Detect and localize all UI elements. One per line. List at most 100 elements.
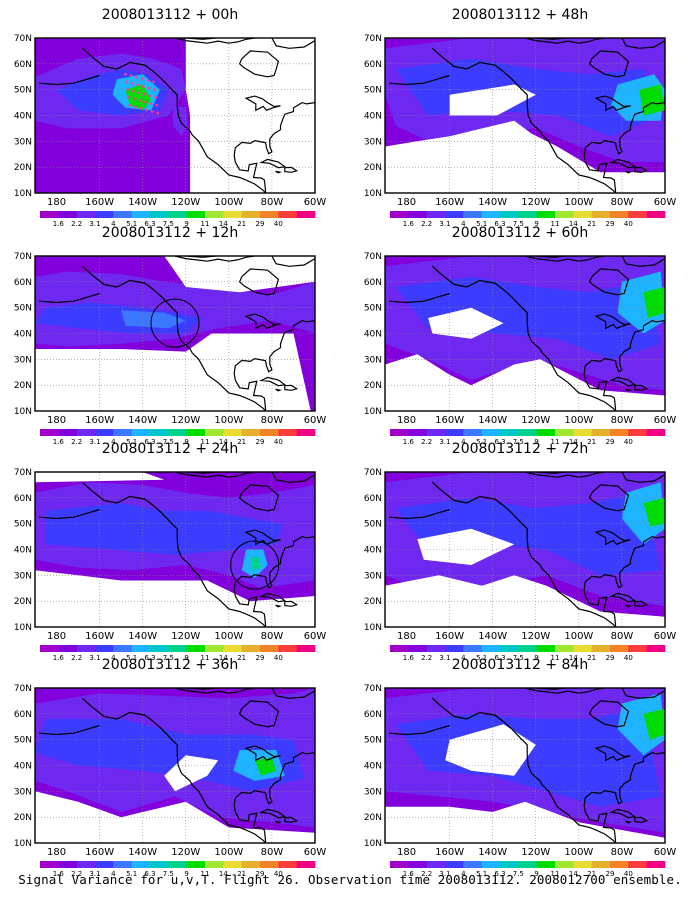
lon-label: 60W — [304, 631, 327, 642]
forecast-panel: 2008013112 + 84h 70N 60N 50N 40N 30N 20N 10N 180… — [350, 656, 690, 878]
colorbar-swatch — [278, 861, 297, 868]
colorbar-label: 9 — [184, 438, 188, 446]
colorbar-swatch — [76, 645, 96, 652]
colorbar: 1.6 2.2 3.1 4 5.1 6.3 7.5 9 11 14 21 29 40 — [390, 429, 666, 446]
lon-label: 140W — [128, 631, 157, 642]
lon-label: 180 — [47, 415, 66, 426]
colorbar-label: 14 — [219, 220, 228, 228]
colorbar-label: 6.3 — [144, 438, 155, 446]
colorbar-label: 2.2 — [421, 438, 432, 446]
gridlines — [385, 38, 665, 193]
forecast-panel: 2008013112 + 72h 70N 60N 50N 40N 30N 20N 10N 180… — [350, 440, 690, 662]
colorbar-swatch — [518, 645, 537, 652]
colorbar-swatch — [463, 645, 482, 652]
colorbar-label: 29 — [256, 220, 265, 228]
colorbar-swatch — [390, 429, 409, 436]
variance-contour — [395, 276, 661, 360]
lat-label: 10N — [364, 407, 382, 417]
lon-label: 160W — [435, 631, 464, 642]
lon-label: 140W — [128, 847, 157, 858]
observation-dot — [132, 97, 136, 101]
low-variance-region — [385, 801, 665, 843]
observation-dot — [128, 103, 132, 107]
colorbar-swatch — [131, 861, 151, 868]
colorbar-swatch — [426, 861, 446, 868]
colorbar-swatch — [296, 211, 316, 218]
coastlines — [39, 688, 315, 843]
colorbar-label: 6.3 — [144, 870, 155, 878]
variance-contour — [617, 693, 665, 756]
observation-dot — [148, 94, 152, 98]
lat-label: 10N — [14, 623, 32, 633]
colorbar-label: 3.1 — [89, 654, 100, 662]
lon-label: 140W — [478, 847, 507, 858]
map-frame — [384, 471, 666, 628]
lat-label: 10N — [14, 407, 32, 417]
lat-label: 20N — [364, 381, 382, 391]
colorbar-label: 40 — [624, 870, 633, 878]
lon-label: 120W — [171, 197, 200, 208]
colorbar-swatch — [610, 861, 629, 868]
colorbar-label: 7.5 — [163, 438, 174, 446]
lon-label: 180 — [47, 197, 66, 208]
lat-label: 70N — [364, 34, 382, 44]
lon-label: 80W — [611, 631, 634, 642]
colorbar-label: 5.1 — [476, 438, 487, 446]
colorbar: 1.6 2.2 3.1 4 5.1 6.3 7.5 9 11 14 21 29 40 — [390, 211, 666, 228]
lon-label: 100W — [214, 415, 243, 426]
colorbar-swatch — [426, 645, 446, 652]
variance-map: 70N 60N 50N 40N 30N 20N 10N 180 160W 140W 120W 100W… — [364, 468, 677, 662]
lon-label: 100W — [564, 197, 593, 208]
colorbar-swatch — [260, 429, 279, 436]
colorbar-swatch — [555, 861, 574, 868]
colorbar-label: 2.2 — [71, 654, 82, 662]
colorbar-swatch — [205, 861, 224, 868]
colorbar-label: 4 — [111, 870, 116, 878]
lon-label: 60W — [654, 415, 677, 426]
colorbar-label: 9 — [184, 220, 188, 228]
lat-label: 50N — [364, 736, 382, 746]
observation-dot — [126, 88, 129, 91]
colorbar-label: 5.1 — [476, 220, 487, 228]
map-frame — [384, 255, 666, 412]
colorbar: 1.6 2.2 3.1 4 5.1 6.3 7.5 9 11 14 21 29 40 — [390, 645, 666, 662]
colorbar-swatch — [241, 429, 261, 436]
colorbar-swatch — [426, 211, 446, 218]
colorbar: 1.6 2.2 3.1 4 5.1 6.3 7.5 9 11 14 21 29 40 — [40, 861, 316, 878]
lat-label: 40N — [14, 112, 32, 122]
colorbar-swatch — [573, 211, 592, 218]
colorbar-label: 2.2 — [421, 220, 432, 228]
colorbar-swatch — [445, 211, 464, 218]
map-frame — [384, 37, 666, 194]
colorbar-label: 40 — [624, 438, 633, 446]
colorbar-swatch — [296, 429, 316, 436]
forecast-panel: 2008013112 + 00h 70N 60N 50N 40N 30N 20N 10N 180… — [0, 6, 340, 228]
observation-dot — [152, 80, 155, 84]
colorbar-swatch — [628, 861, 647, 868]
target-region-circle — [230, 540, 280, 590]
lat-label: 30N — [14, 571, 32, 581]
variance-contour — [621, 482, 665, 545]
panel-title: 2008013112 + 72h — [451, 441, 589, 457]
colorbar-swatch — [241, 211, 261, 218]
variance-contour — [639, 84, 665, 116]
colorbar-label: 1.6 — [403, 870, 415, 878]
colorbar-swatch — [76, 861, 96, 868]
colorbar-swatch — [481, 645, 501, 652]
lat-label: 20N — [14, 813, 32, 823]
colorbar-swatch — [536, 211, 556, 218]
figure-caption: Signal Variance for u,v,T. Flight 26. Ob… — [18, 872, 682, 887]
colorbar-label: 1.6 — [53, 438, 65, 446]
colorbar-swatch — [390, 211, 409, 218]
colorbar-label: 29 — [606, 870, 615, 878]
colorbar-label: 3.1 — [439, 654, 450, 662]
colorbar-label: 21 — [587, 438, 596, 446]
colorbar-swatch — [58, 211, 77, 218]
colorbar-swatch — [76, 211, 96, 218]
colorbar: 1.6 2.2 3.1 4 5.1 6.3 7.5 9 11 14 21 29 40 — [390, 861, 666, 878]
observation-dot — [146, 79, 150, 82]
colorbar-label: 5.1 — [126, 654, 137, 662]
panel-title: 2008013112 + 48h — [451, 7, 589, 23]
colorbar-swatch — [113, 211, 132, 218]
colorbar-label: 7.5 — [163, 654, 174, 662]
